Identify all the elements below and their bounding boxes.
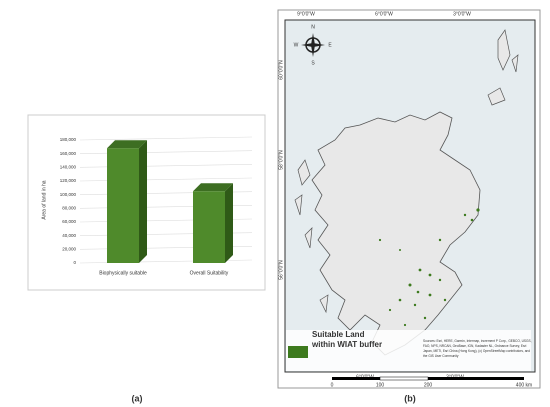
attribution: the GIS User Community: [423, 354, 459, 358]
scale-label: 0: [331, 382, 334, 388]
compass-s: S: [311, 60, 315, 66]
x-tick-label: Biophysically suitable: [99, 270, 147, 276]
suitable-land-dots: [378, 208, 480, 327]
panel-label: (a): [132, 393, 143, 403]
panel-label: (b): [404, 393, 416, 403]
top-lon-label: 3°0'0"W: [453, 11, 471, 17]
legend-text: within WIAT buffer: [311, 340, 382, 349]
y-tick-label: 140,000: [60, 165, 77, 170]
attribution: Sources: Esri, HERE, Garmin, Intermap, i…: [423, 339, 532, 343]
y-tick-label: 100,000: [60, 192, 77, 197]
x-tick-label: Overall Suitability: [190, 270, 229, 276]
bar-top: [193, 183, 233, 192]
top-lon-label: 9°0'0"W: [297, 11, 315, 17]
grid-line: [79, 136, 253, 141]
left-lat-label: 60°0'0"N: [278, 60, 284, 80]
compass: [301, 33, 325, 57]
scale-label: 100: [376, 382, 385, 388]
legend-box: [286, 330, 531, 371]
top-lon-label: 6°0'0"W: [375, 11, 393, 17]
y-tick-label: 40,000: [62, 233, 76, 238]
islands: [294, 29, 519, 314]
bar-side: [225, 183, 233, 263]
compass-n: N: [311, 24, 315, 30]
legend-swatch: [288, 346, 308, 358]
y-tick-label: 60,000: [62, 219, 76, 224]
left-lat-label: 56°0'0"N: [278, 260, 284, 280]
left-lat-label: 58°0'0"N: [278, 150, 284, 170]
bar-top: [107, 140, 147, 149]
y-tick-label: 80,000: [62, 206, 76, 211]
y-tick-label: 20,000: [62, 247, 76, 252]
scale-label: 200: [424, 382, 433, 388]
compass-w: W: [294, 42, 299, 48]
y-tick-label: 120,000: [60, 178, 77, 183]
attribution: FAO, NPS, NRCAN, GeoBase, IGN, Kadaster …: [423, 344, 527, 348]
scale-label: 400 km: [516, 382, 532, 388]
y-tick-label: 180,000: [60, 137, 77, 142]
bar: [107, 148, 139, 263]
y-tick-label: 160,000: [60, 151, 77, 156]
y-tick-label: 0: [73, 260, 76, 265]
bar-side: [139, 140, 147, 263]
y-axis-label: Area of land in ha: [41, 180, 47, 219]
legend-text: Suitable Land: [312, 330, 365, 339]
bar: [193, 191, 225, 263]
compass-e: E: [328, 42, 332, 48]
scale-bar: [332, 376, 524, 381]
attribution: Japan, METI, Esri China (Hong Kong), (c)…: [423, 349, 530, 353]
